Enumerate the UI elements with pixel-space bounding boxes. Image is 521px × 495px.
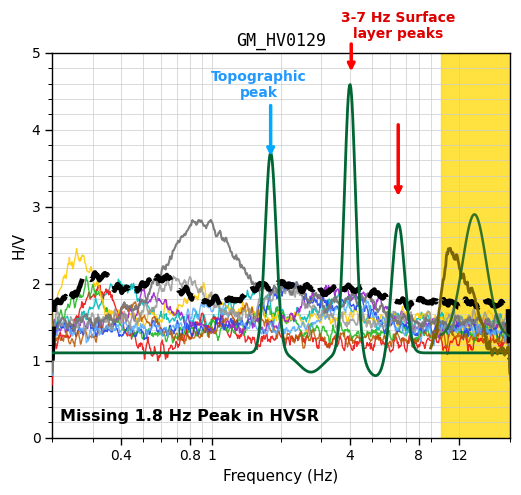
Text: Missing 1.8 Hz Peak in HVSR: Missing 1.8 Hz Peak in HVSR <box>59 409 318 424</box>
Title: GM_HV0129: GM_HV0129 <box>236 32 326 50</box>
Text: Topographic
peak: Topographic peak <box>211 70 307 100</box>
Text: 3-7 Hz Surface
layer peaks: 3-7 Hz Surface layer peaks <box>341 11 455 41</box>
X-axis label: Frequency (Hz): Frequency (Hz) <box>224 469 339 484</box>
Bar <box>441 53 519 438</box>
Y-axis label: H/V: H/V <box>11 232 26 258</box>
